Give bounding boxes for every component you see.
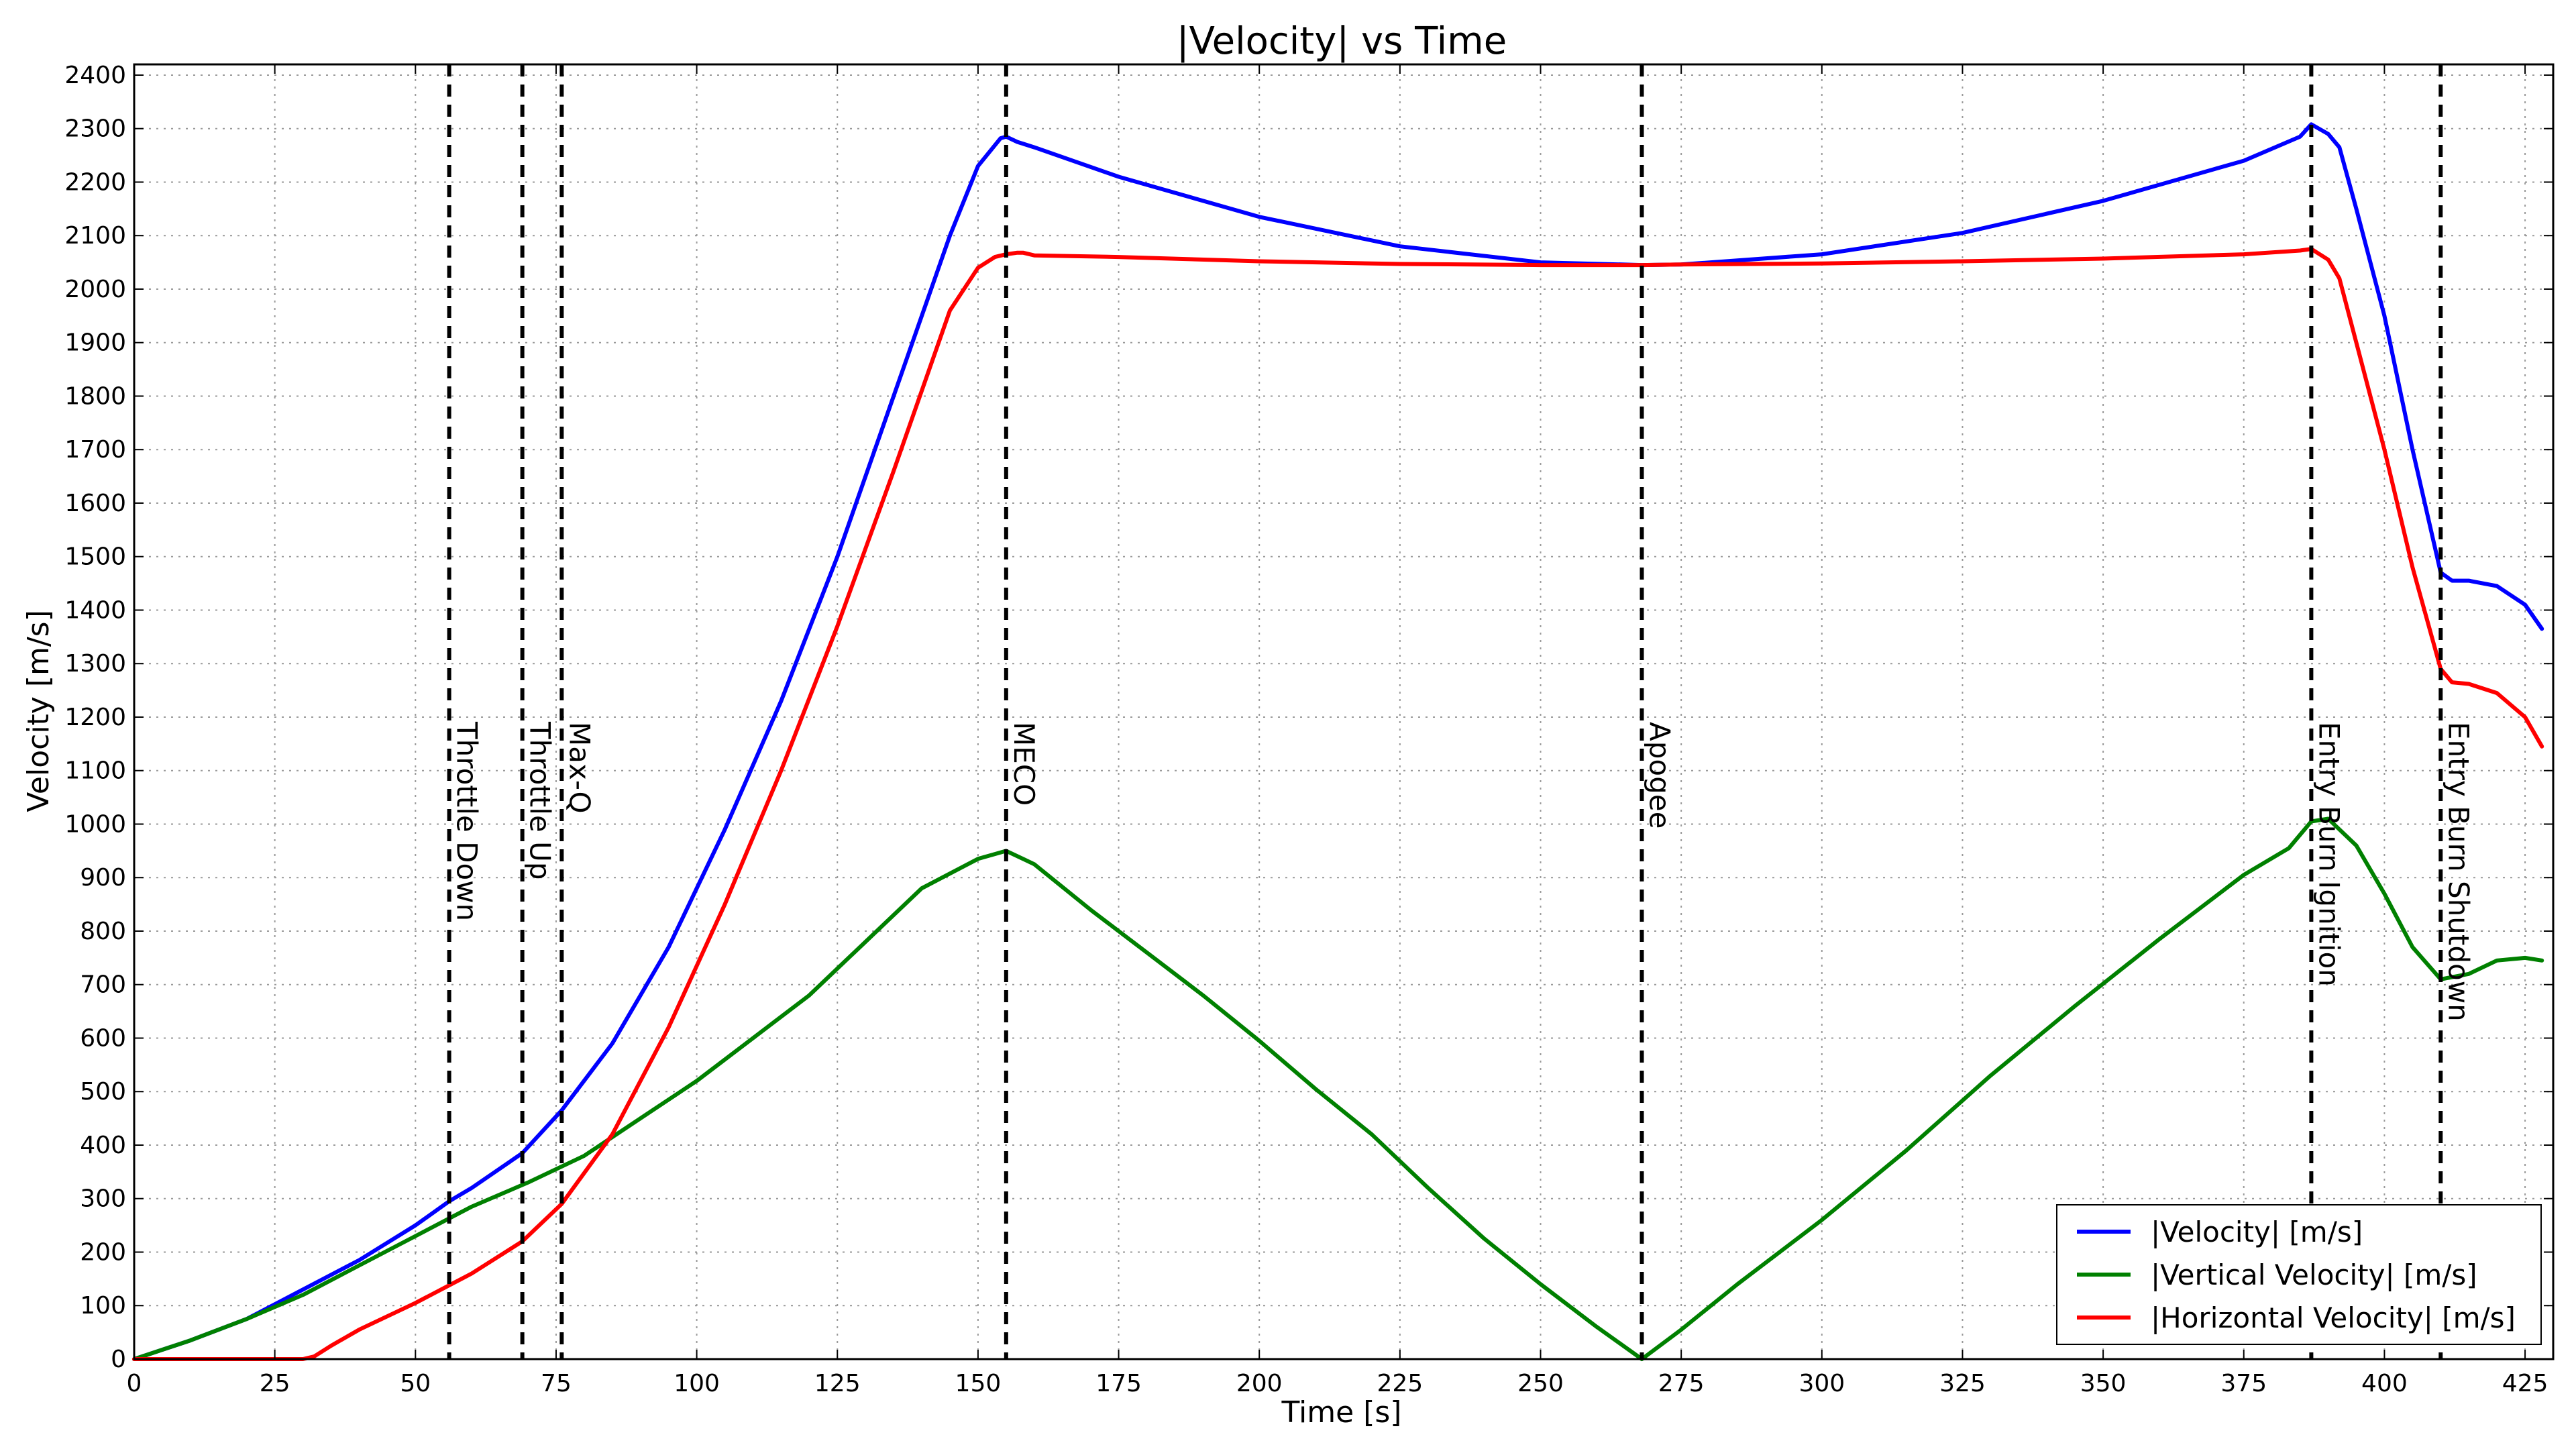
y-tick-label: 2000 (64, 276, 126, 303)
y-tick-label: 1200 (64, 704, 126, 731)
y-tick-label: 600 (80, 1024, 126, 1052)
y-tick-label: 500 (80, 1078, 126, 1106)
legend-label: |Horizontal Velocity| [m/s] (2151, 1301, 2516, 1334)
y-tick-label: 1100 (64, 757, 126, 785)
event-label: Throttle Down (451, 721, 484, 921)
x-tick-label: 125 (814, 1370, 861, 1397)
grid-lines (133, 64, 2553, 1360)
y-tick-label: 1700 (64, 436, 126, 464)
event-label: Entry Burn Shutdown (2442, 722, 2475, 1022)
x-tick-label: 225 (1377, 1370, 1424, 1397)
event-label: Apogee (1643, 722, 1676, 828)
axis-ticks: 0 25 50 75 100 125 150 175 200 225 250 275 300 325 350… (64, 62, 2553, 1397)
x-tick-label: 350 (2080, 1370, 2127, 1397)
event-label: MECO (1008, 722, 1040, 806)
y-tick-label: 1800 (64, 382, 126, 410)
y-tick-label: 900 (80, 864, 126, 892)
x-tick-label: 300 (1799, 1370, 1845, 1397)
series-line-0 (132, 122, 2544, 1361)
series-line-1 (132, 816, 2544, 1361)
y-tick-label: 1500 (64, 543, 126, 571)
y-tick-label: 2200 (64, 168, 126, 196)
legend: |Velocity| [m/s] |Vertical Velocity| [m/s… (2056, 1204, 2542, 1345)
data-series (132, 122, 2544, 1361)
event-label: Max-Q (563, 722, 596, 814)
y-tick-label: 700 (80, 971, 126, 999)
y-tick-label: 2300 (64, 115, 126, 143)
x-tick-label: 50 (400, 1370, 431, 1397)
event-label: Entry Burn Ignition (2312, 722, 2345, 987)
y-tick-label: 1400 (64, 596, 126, 624)
series-line-2 (132, 247, 2544, 1361)
plot-area-frame (133, 63, 2555, 1360)
legend-label: |Vertical Velocity| [m/s] (2151, 1258, 2477, 1291)
event-label: Throttle Up (524, 721, 557, 880)
y-tick-label: 0 (111, 1346, 126, 1373)
y-axis-label: Velocity [m/s] (21, 610, 56, 812)
event-markers: Throttle Down Throttle Up Max-Q MECO Apogee E… (447, 64, 2475, 1359)
y-tick-label: 1300 (64, 650, 126, 678)
x-tick-label: 325 (1939, 1370, 1986, 1397)
x-tick-label: 375 (2220, 1370, 2267, 1397)
x-tick-label: 275 (1658, 1370, 1705, 1397)
y-tick-label: 200 (80, 1238, 126, 1266)
y-tick-label: 2100 (64, 222, 126, 250)
x-tick-label: 75 (541, 1370, 572, 1397)
x-axis-label: Time [s] (1281, 1395, 1402, 1430)
y-tick-label: 1900 (64, 329, 126, 357)
chart-title: |Velocity| vs Time (1177, 19, 1507, 63)
y-tick-label: 2400 (64, 62, 126, 89)
legend-box (2056, 1204, 2542, 1345)
x-tick-label: 100 (674, 1370, 720, 1397)
y-tick-label: 1000 (64, 810, 126, 838)
y-tick-label: 1600 (64, 490, 126, 517)
x-tick-label: 0 (127, 1370, 142, 1397)
x-tick-label: 400 (2361, 1370, 2408, 1397)
x-tick-label: 25 (260, 1370, 290, 1397)
x-tick-label: 175 (1095, 1370, 1142, 1397)
legend-label: |Velocity| [m/s] (2151, 1216, 2363, 1248)
x-tick-label: 425 (2502, 1370, 2548, 1397)
x-tick-label: 200 (1236, 1370, 1283, 1397)
y-tick-label: 400 (80, 1132, 126, 1159)
x-tick-label: 250 (1517, 1370, 1564, 1397)
x-tick-label: 150 (955, 1370, 1002, 1397)
y-tick-label: 800 (80, 918, 126, 945)
y-tick-label: 300 (80, 1185, 126, 1213)
y-tick-label: 100 (80, 1292, 126, 1320)
